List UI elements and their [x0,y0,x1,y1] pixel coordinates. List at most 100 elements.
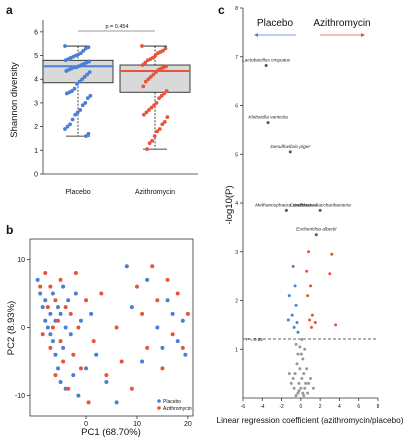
species-annotation: Escherichia albertii [296,227,337,233]
pca-point-placebo [76,393,81,398]
volcano-point-placebo [286,318,290,322]
panel-a-y-tick-label: 0 [34,172,38,179]
panel-c-y-tick-label: 6 [235,104,238,110]
panel-a-y-tick-label: 2 [34,124,38,131]
panel-a-y-ticks: 0 1 2 3 4 5 6 [34,29,43,179]
pca-point-placebo [104,379,109,384]
pca-point-azithromycin [45,305,50,310]
pca-point-azithromycin [91,339,96,344]
panel-b-x-tick-label: 10 [133,421,141,428]
box-data-point [75,110,80,115]
panel-c-x-tick-label: -4 [260,404,265,410]
pca-point-placebo [160,345,165,350]
volcano-point-ns [297,381,301,385]
species-annotation: Lactobacillus crispatus [242,58,291,64]
volcano-point-azithromycin [330,252,334,256]
pca-point-azithromycin [56,318,61,323]
box-data-point [81,48,86,53]
pca-point-placebo [48,311,53,316]
direction-label-placebo: Placebo [257,18,294,29]
pca-point-placebo [145,277,150,282]
volcano-point-ns [302,394,306,398]
volcano-point-placebo [284,208,288,212]
panel-c-x-tick-label: -6 [241,404,246,410]
pca-point-placebo [89,311,94,316]
pca-point-placebo [40,305,45,310]
panel-b-y-label: PC2 (8.93%) [6,301,17,355]
volcano-point-ns [293,372,297,376]
box-data-point [86,131,91,136]
box-iqr [42,59,114,84]
pca-point-azithromycin [78,366,83,371]
panel-c-y-tick-label: 8 [235,6,238,12]
pca-point-placebo [66,298,71,303]
pca-point-placebo [73,291,78,296]
volcano-point-ns [295,362,299,366]
volcano-point-azithromycin [309,284,312,288]
volcano-point-ns [289,381,293,385]
volcano-point-ns [305,367,309,371]
box-data-point [77,79,82,84]
pca-point-placebo [78,318,83,323]
pca-point-azithromycin [53,298,58,303]
species-annotation: Klebsiella variicola [248,115,288,121]
pca-point-azithromycin [99,291,104,296]
box-data-point [147,141,152,146]
panel-b-x-tick-label: 0 [84,421,88,428]
pca-point-azithromycin [71,352,76,357]
pca-point-azithromycin [38,284,43,289]
volcano-point-placebo [295,320,299,324]
volcano-point-placebo [264,64,268,68]
pca-point-azithromycin [68,311,73,316]
box-data-point [145,58,150,63]
pca-point-azithromycin [155,298,160,303]
box-data-point [159,93,164,98]
box-data-point [83,101,88,105]
box-data-point [162,91,167,96]
box-data-point [87,70,92,75]
box-data-point [154,70,158,75]
panel-c-x-tick-label: 8 [377,404,380,410]
pca-point-azithromycin [58,277,63,282]
panel-a-y-tick-label: 6 [34,29,38,36]
panel-c-ticks: -6 -4 -2 0 2 4 6 8 1 2 3 4 5 6 7 8 [235,6,379,410]
panel-a-label: a [6,3,13,17]
box-data-point [82,74,87,79]
panel-a-boxplot: a 0 1 2 3 4 5 6 Shannon diversity Placebo Azit… [6,3,198,196]
pca-point-placebo [63,325,68,330]
pca-point-placebo [170,311,175,316]
pca-point-placebo [45,325,50,330]
pca-point-azithromycin [43,271,48,276]
panel-b-y-tick-label: 10 [17,257,25,264]
panel-c-y-tick-label: 2 [235,299,238,305]
volcano-point-azithromycin [334,323,338,327]
legend-placebo-marker [157,399,161,403]
volcano-point-ns [309,377,312,380]
panel-a-y-label: Shannon diversity [9,62,20,138]
pca-point-placebo [58,379,63,384]
box-data-point [155,51,160,56]
box-data-point [63,58,68,63]
volcano-point-ns [304,381,308,385]
box-data-point [155,129,160,134]
box-data-point [150,138,155,143]
pca-point-placebo [94,352,99,357]
pca-point-placebo [56,366,61,371]
panel-b-pca: b 0 10 20 -10 0 10 PC2 (8.93%) PC1 (68.70%) P… [6,223,194,438]
pca-point-azithromycin [119,359,124,364]
box-data-point [147,108,151,112]
volcano-point-ns [296,352,300,356]
volcano-point-placebo [290,313,294,317]
volcano-point-ns [298,367,302,371]
panel-a-y-tick-label: 3 [34,100,38,107]
box-data-point [65,124,70,129]
box-data-point [68,122,72,127]
box-data-point [151,72,156,77]
pca-point-placebo [180,318,185,323]
volcano-point-placebo [266,121,270,125]
pca-point-azithromycin [63,305,68,310]
pca-point-placebo [53,352,58,357]
panel-a-category-azithromycin: Azithromycin [135,189,175,196]
panel-c-y-tick-label: 1 [235,347,238,353]
pca-point-azithromycin [175,291,180,296]
